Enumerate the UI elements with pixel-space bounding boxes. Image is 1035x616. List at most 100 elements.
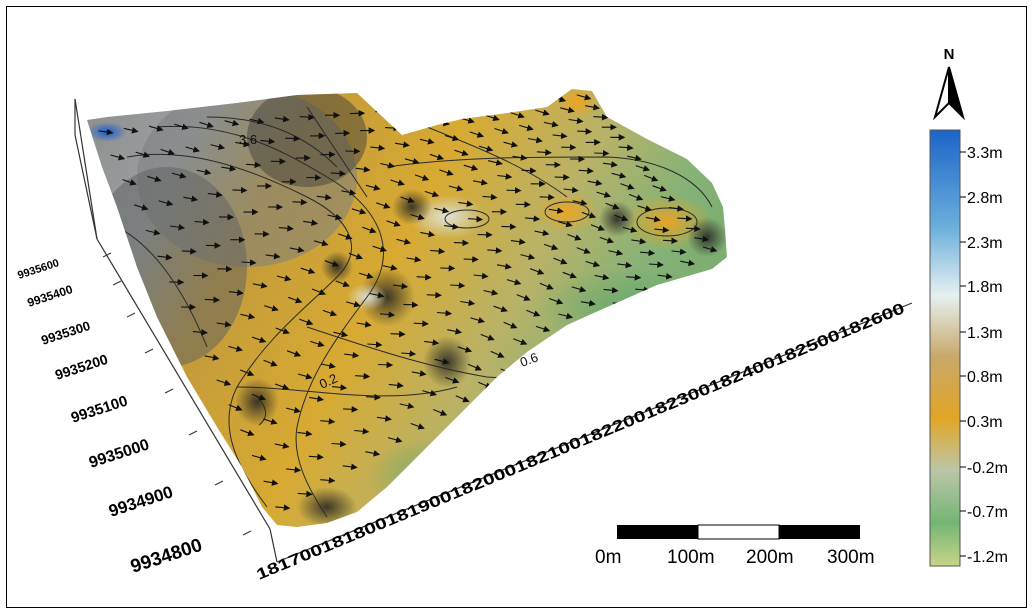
flow-arrow-36 (510, 112, 525, 119)
flow-arrow-23 (185, 146, 200, 153)
flow-arrow-173 (501, 223, 517, 231)
flow-arrow-31 (385, 124, 401, 132)
flow-arrow-250 (470, 317, 485, 324)
flow-arrow-57 (543, 120, 559, 128)
flow-arrow-43 (196, 168, 212, 176)
flow-arrow-177 (596, 191, 612, 198)
flow-arrow-73 (454, 149, 469, 157)
flow-arrow-232 (506, 278, 522, 286)
flow-arrow-259 (677, 215, 693, 222)
flow-arrow-45 (246, 161, 262, 169)
flow-arrow-22 (160, 148, 175, 156)
flow-arrow-150 (420, 230, 436, 238)
color-legend: 3.3m 2.8m 2.3m 1.8m 1.3m 0.8m 0.3m -0.2m… (929, 129, 1008, 567)
flow-arrow-91 (414, 174, 430, 181)
flow-arrow-137 (578, 167, 594, 175)
flow-arrow-127 (338, 233, 353, 240)
legend-ticks (960, 151, 966, 557)
flow-arrow-163 (264, 305, 279, 312)
flow-arrow-161 (216, 321, 232, 328)
contour-label-3: 0.6 (518, 350, 540, 370)
y-tick-7: 9934900 (106, 482, 175, 521)
flow-arrow-288 (445, 376, 460, 384)
flow-arrow-8 (299, 113, 315, 121)
flow-arrow-145 (300, 267, 316, 275)
flow-arrow-242 (286, 406, 301, 414)
flow-arrow-228 (413, 320, 429, 327)
flow-arrow-249 (447, 328, 463, 335)
flow-arrow-280 (263, 479, 279, 486)
flow-arrow-15 (475, 101, 491, 108)
flow-arrow-268 (434, 358, 450, 365)
flow-arrow-111 (424, 190, 440, 198)
flow-arrow-314 (590, 313, 606, 321)
flow-arrow-179 (644, 174, 659, 182)
flow-arrow-53 (444, 134, 460, 142)
flow-arrow-297 (648, 261, 664, 268)
flow-arrow-159 (635, 165, 651, 172)
flow-arrow-241 (263, 418, 278, 425)
flow-arrow-178 (620, 183, 635, 190)
flow-arrow-35 (485, 114, 500, 122)
flow-arrow-171 (453, 239, 469, 247)
flow-arrow-305 (387, 436, 403, 444)
flow-arrow-86 (292, 198, 308, 206)
flow-arrow-141 (204, 296, 220, 304)
flow-arrow-204 (310, 340, 325, 348)
flow-arrow-294 (580, 299, 596, 307)
flow-arrow-308 (455, 395, 470, 403)
flow-arrow-306 (410, 422, 425, 430)
flow-arrow-184 (299, 318, 314, 326)
flow-arrow-62 (183, 195, 199, 203)
flow-arrow-149 (396, 238, 412, 245)
flow-arrow-37 (535, 109, 550, 116)
flow-arrow-113 (472, 179, 488, 186)
flow-arrow-70 (380, 162, 396, 169)
flow-direction-arrows (98, 94, 718, 511)
contour-label-1: 3.6 (239, 132, 257, 147)
flow-arrow-277 (640, 249, 656, 257)
flow-arrow-92 (439, 169, 454, 176)
flow-arrow-123 (241, 259, 257, 266)
flow-arrow-133 (482, 193, 498, 201)
flow-arrow-89 (365, 184, 381, 191)
flow-arrow-233 (530, 268, 545, 275)
flow-arrow-229 (436, 309, 453, 317)
flow-arrow-115 (521, 167, 537, 174)
flow-arrow-143 (252, 282, 268, 289)
flow-arrow-78 (577, 128, 593, 135)
flow-arrow-194 (534, 229, 550, 237)
flow-arrow-88 (341, 189, 357, 196)
flow-arrow-106 (303, 219, 319, 226)
flow-arrow-95 (512, 154, 528, 161)
flow-arrow-109 (376, 202, 391, 209)
flow-arrow-227 (390, 330, 406, 338)
legend-label-1: 3.3m (967, 145, 1003, 162)
flow-arrow-41 (147, 175, 162, 183)
flow-arrow-276 (617, 261, 633, 269)
flow-arrow-293 (558, 312, 574, 320)
flow-arrow-74 (478, 145, 494, 152)
flow-arrow-319 (702, 246, 718, 253)
flow-arrow-157 (587, 179, 603, 187)
flow-arrow-187 (369, 291, 385, 299)
flow-arrow-58 (568, 117, 584, 124)
flow-arrow-274 (571, 286, 587, 293)
flow-arrow-307 (433, 408, 448, 416)
flow-arrow-240 (240, 429, 255, 436)
flow-arrow-51 (394, 141, 410, 148)
flow-arrow-201 (240, 369, 255, 377)
flow-arrow-32 (410, 122, 426, 129)
flow-arrow-96 (536, 149, 552, 156)
flow-arrow-318 (680, 259, 696, 267)
flow-arrow-54 (469, 131, 485, 138)
flow-arrow-139 (626, 154, 642, 162)
flow-arrow-235 (576, 247, 591, 254)
flow-arrow-151 (444, 223, 460, 230)
y-tick-5: 9935100 (69, 393, 130, 427)
flow-arrow-142 (228, 289, 244, 296)
flow-arrow-252 (516, 294, 531, 301)
flow-arrow-267 (411, 370, 427, 377)
flow-arrow-262 (297, 430, 313, 437)
flow-arrow-185 (322, 309, 338, 317)
